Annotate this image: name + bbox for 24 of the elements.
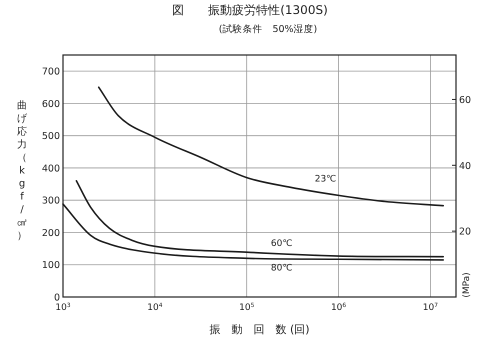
x-tick-label: 10$^{7}$ (422, 302, 438, 313)
x-tick-label: 10$^{3}$ (55, 302, 71, 313)
y2-axis-title: (MPa) (462, 272, 472, 298)
x-tick-label: 10$^{6}$ (330, 302, 346, 313)
series-label: 60℃ (270, 239, 292, 250)
y-tick-label: 700 (42, 66, 60, 78)
y-tick-label: 0 (54, 292, 60, 304)
y2-tick-label: 20 (459, 226, 472, 238)
y-tick-label: 200 (42, 228, 60, 239)
series-label: 23℃ (314, 174, 336, 184)
series-label: 80℃ (270, 263, 292, 274)
y-tick-label: 300 (42, 196, 60, 207)
y-tick-label: 600 (42, 98, 60, 110)
y-tick-label: 400 (42, 163, 60, 174)
x-axis-title: 振 動 回 数 (回) (209, 323, 310, 336)
y-tick-label: 500 (42, 131, 60, 142)
x-tick-label: 10$^{5}$ (239, 302, 255, 313)
y2-tick-label: 40 (459, 160, 472, 172)
x-tick-label: 10$^{4}$ (147, 302, 163, 313)
y2-tick-label: 60 (459, 94, 472, 106)
chart-title: 図 振動疲労特性(1300S) (172, 3, 328, 17)
chart-subtitle: (試験条件 50%湿度) (218, 23, 318, 35)
text: 曲げ応力（kgf/㎠） (17, 100, 27, 242)
y-tick-label: 100 (42, 260, 60, 272)
